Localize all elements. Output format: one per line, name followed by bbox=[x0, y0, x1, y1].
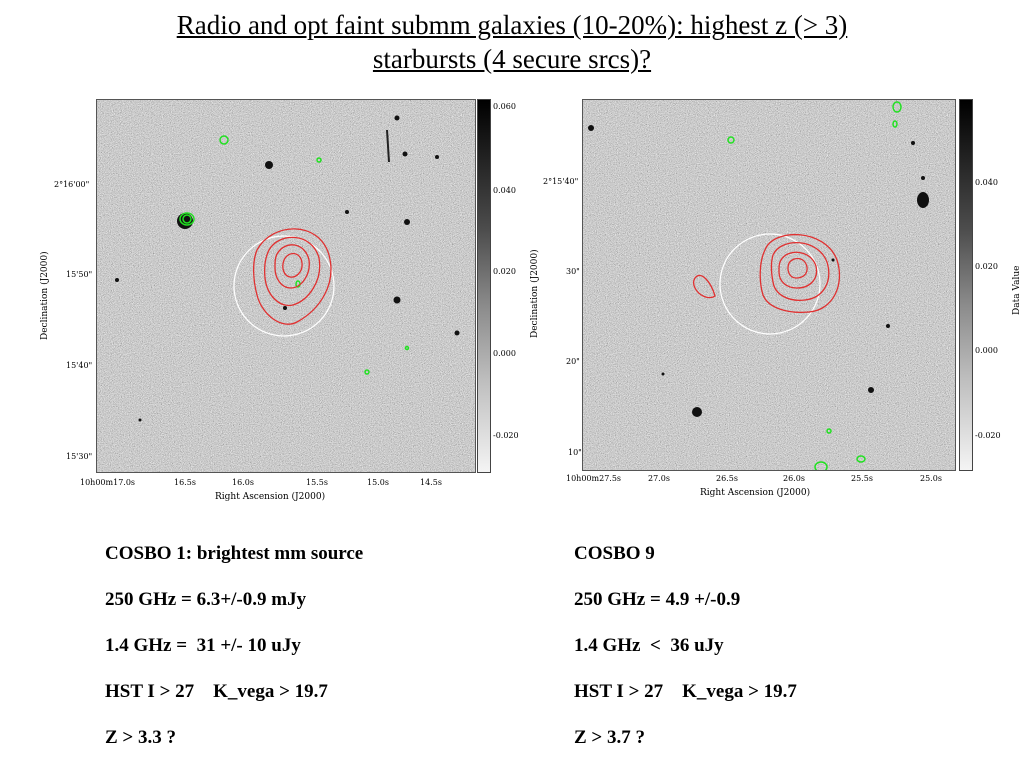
left-x-tick-0: 10h00m17.0s bbox=[80, 478, 136, 487]
right-flux-14: 1.4 GHz < 36 uJy bbox=[574, 635, 724, 656]
left-cbar-tick-3: 0.000 bbox=[493, 349, 516, 358]
right-x-axis-label: Right Ascension (J2000) bbox=[700, 488, 811, 498]
right-y-tick-0: 2°15'40" bbox=[543, 177, 579, 186]
left-colorbar bbox=[477, 99, 491, 473]
left-x-tick-4: 15.0s bbox=[367, 478, 389, 487]
left-x-tick-5: 14.5s bbox=[420, 478, 442, 487]
left-optical-limits: HST I > 27 K_vega > 19.7 bbox=[105, 681, 328, 702]
left-x-tick-2: 16.0s bbox=[232, 478, 254, 487]
right-x-tick-4: 25.5s bbox=[851, 474, 873, 483]
slide-title-line1: Radio and opt faint submm galaxies (10-2… bbox=[176, 10, 848, 40]
left-y-tick-1: 15'50" bbox=[66, 270, 93, 279]
right-cbar-label: Data Value bbox=[1012, 265, 1022, 315]
left-x-axis-label: Right Ascension (J2000) bbox=[215, 492, 326, 502]
left-flux-14: 1.4 GHz = 31 +/- 10 uJy bbox=[105, 635, 301, 656]
left-cbar-tick-1: 0.040 bbox=[493, 186, 516, 195]
right-x-tick-0: 10h00m27.5s bbox=[566, 474, 622, 483]
left-cbar-tick-0: 0.060 bbox=[493, 102, 516, 111]
left-y-tick-2: 15'40" bbox=[66, 361, 93, 370]
right-cbar-tick-1: 0.020 bbox=[975, 262, 998, 271]
left-y-tick-3: 15'30" bbox=[66, 452, 93, 461]
right-colorbar bbox=[959, 99, 973, 471]
right-cbar-tick-0: 0.040 bbox=[975, 178, 998, 187]
right-y-tick-1: 30" bbox=[566, 267, 580, 276]
right-cbar-tick-3: -0.020 bbox=[975, 431, 1001, 440]
slide-title-line2: starbursts (4 secure srcs)? bbox=[372, 44, 652, 74]
left-source-name: COSBO 1: brightest mm source bbox=[105, 543, 364, 564]
left-x-tick-1: 16.5s bbox=[174, 478, 196, 487]
right-x-tick-1: 27.0s bbox=[648, 474, 670, 483]
right-x-tick-2: 26.5s bbox=[716, 474, 738, 483]
slide-title: Radio and opt faint submm galaxies (10-2… bbox=[0, 8, 1024, 76]
right-redshift: Z > 3.7 ? bbox=[574, 727, 645, 748]
left-cbar-tick-4: -0.020 bbox=[493, 431, 519, 440]
right-source-name: COSBO 9 bbox=[574, 543, 655, 564]
right-optical-limits: HST I > 27 K_vega > 19.7 bbox=[574, 681, 797, 702]
left-redshift: Z > 3.3 ? bbox=[105, 727, 176, 748]
left-y-axis-label: Declination (J2000) bbox=[40, 251, 50, 340]
right-sky-image bbox=[582, 99, 956, 471]
right-flux-250: 250 GHz = 4.9 +/-0.9 bbox=[574, 589, 741, 610]
right-y-tick-2: 20" bbox=[566, 357, 580, 366]
left-x-tick-3: 15.5s bbox=[306, 478, 328, 487]
left-sky-image bbox=[96, 99, 476, 473]
right-x-tick-3: 26.0s bbox=[783, 474, 805, 483]
right-x-tick-5: 25.0s bbox=[920, 474, 942, 483]
right-y-axis-label: Declination (J2000) bbox=[530, 249, 540, 338]
left-y-tick-0: 2°16'00" bbox=[54, 180, 90, 189]
left-cbar-tick-2: 0.020 bbox=[493, 267, 516, 276]
right-y-tick-3: 10" bbox=[568, 448, 582, 457]
right-cbar-tick-2: 0.000 bbox=[975, 346, 998, 355]
left-flux-250: 250 GHz = 6.3+/-0.9 mJy bbox=[105, 589, 307, 610]
